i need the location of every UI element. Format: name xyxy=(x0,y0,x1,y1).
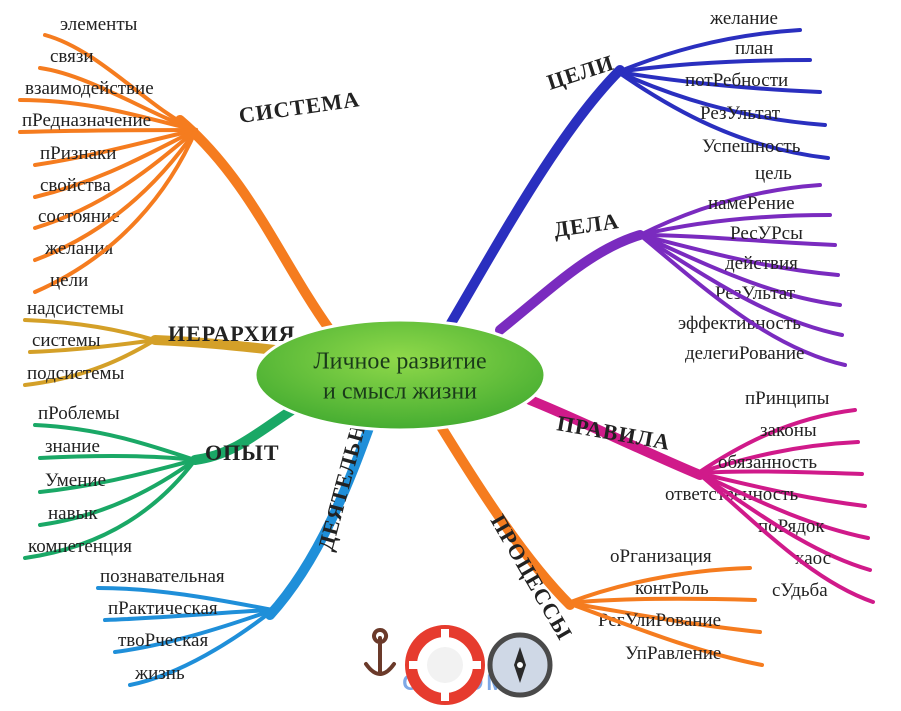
leaf-label-sistema-0: элементы xyxy=(60,14,138,35)
center-title-line2: и смысл жизни xyxy=(323,379,477,405)
lifebuoy-stripe xyxy=(471,661,481,669)
leaf-label-sistema-1: связи xyxy=(50,46,94,67)
lifebuoy-stripe xyxy=(409,661,419,669)
leaf-label-sistema-2: взаимодействие xyxy=(25,78,154,99)
leaf-label-pravila-0: пРинципы xyxy=(745,388,830,409)
leaf-label-processy-0: оРганизация xyxy=(610,546,712,567)
leaf-label-tseli-2: потРебности xyxy=(685,70,788,91)
leaf-label-tseli-3: РезУльтат xyxy=(700,103,781,124)
leaf-label-sistema-5: свойства xyxy=(40,175,111,196)
compass-pin xyxy=(517,662,523,668)
lifebuoy-hole xyxy=(427,647,463,683)
leaf-label-opyt-3: навык xyxy=(48,503,98,524)
leaf-label-opyt-0: пРоблемы xyxy=(38,403,120,424)
leaf-label-dela-0: цель xyxy=(755,163,792,184)
leaf-label-pravila-6: сУдьба xyxy=(772,580,828,601)
lifebuoy-stripe xyxy=(441,629,449,639)
leaf-label-sistema-3: пРедназначение xyxy=(22,110,151,131)
leaf-label-ierarhia-1: системы xyxy=(32,330,101,351)
leaf-label-ierarhia-2: подсистемы xyxy=(27,363,125,384)
leaf-label-deyat-3: жизнь xyxy=(134,663,185,684)
leaf-label-opyt-2: Умение xyxy=(45,470,106,491)
leaf-label-pravila-2: обязанность xyxy=(718,452,817,473)
leaf-label-dela-3: действия xyxy=(725,253,798,274)
leaf-label-deyat-0: познавательная xyxy=(100,566,225,587)
center-title-line1: Личное развитие xyxy=(313,349,486,375)
leaf-label-dela-4: РезУльтат xyxy=(715,283,796,304)
leaf-label-deyat-1: пРактическая xyxy=(108,598,218,619)
leaf-label-opyt-1: знание xyxy=(45,436,100,457)
leaf-label-dela-1: намеРение xyxy=(708,193,795,214)
branch-label-opyt: ОПЫТ xyxy=(205,440,280,465)
leaf-label-tseli-4: Успешность xyxy=(702,136,801,157)
lifebuoy-stripe xyxy=(441,691,449,701)
leaf-label-tseli-0: желание xyxy=(709,8,778,29)
leaf-label-pravila-1: законы xyxy=(760,420,817,441)
mindmap-canvas: СИСТЕМАэлементысвязивзаимодействиепРедна… xyxy=(0,0,901,711)
leaf-label-deyat-2: твоРческая xyxy=(118,630,208,651)
leaf-label-sistema-4: пРизнаки xyxy=(40,143,116,164)
leaf-label-opyt-4: компетенция xyxy=(28,536,132,557)
leaf-label-dela-2: РесУРсы xyxy=(730,223,803,244)
branch-label-ierarhia: ИЕРАРХИЯ xyxy=(168,321,295,346)
leaf-label-processy-3: УпРавление xyxy=(625,643,721,664)
center-node: Личное развитие и смысл жизни xyxy=(255,320,545,430)
leaf-label-dela-6: делегиРование xyxy=(685,343,805,364)
leaf-label-sistema-8: цели xyxy=(50,270,88,291)
leaf-label-ierarhia-0: надсистемы xyxy=(27,298,124,319)
center-ellipse xyxy=(255,320,545,430)
leaf-label-tseli-1: план xyxy=(735,38,773,59)
leaf-label-sistema-7: желания xyxy=(44,238,114,259)
leaf-label-processy-1: контРоль xyxy=(635,578,709,599)
